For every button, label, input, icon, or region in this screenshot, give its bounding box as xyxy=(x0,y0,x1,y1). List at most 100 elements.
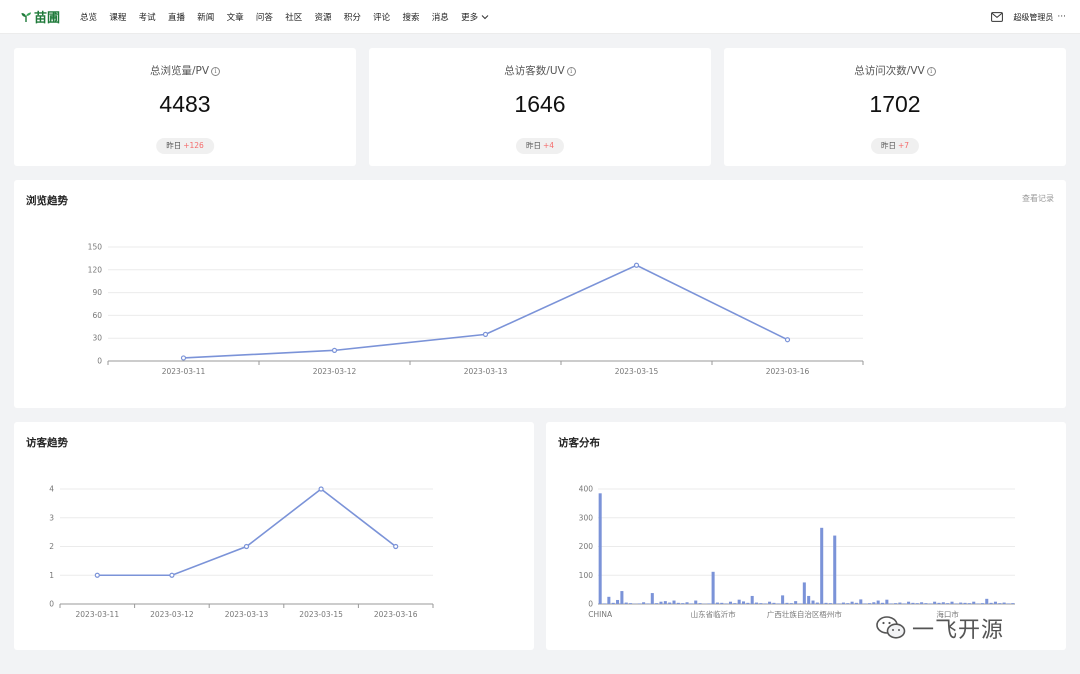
y-tick-label: 200 xyxy=(579,542,594,551)
bar xyxy=(689,603,693,604)
bar xyxy=(985,598,989,604)
bar xyxy=(607,596,611,604)
bar xyxy=(924,603,928,604)
bar xyxy=(954,603,958,604)
x-tick-label: 2023-03-15 xyxy=(299,610,343,619)
bar xyxy=(698,603,702,604)
yesterday-badge: 昨日 +126 xyxy=(156,138,214,154)
bar xyxy=(867,603,872,604)
visitor-distribution-chart: 0 100 200 300 400 CHINA 山东省临沂市 广西壮族自治区梧州市 海口市 xyxy=(579,485,1015,619)
top-navigation-bar: 苗圃 总览 课程 考试 直播 新闻 文章 问答 社区 资源 积分 评论 搜索 消息 更多 超级管理员 ··… xyxy=(0,0,1080,34)
bar xyxy=(933,601,937,604)
yesterday-badge: 昨日 +7 xyxy=(870,138,920,154)
y-tick-label: 1 xyxy=(49,571,54,580)
bar xyxy=(959,602,963,604)
nav-item[interactable]: 评论 xyxy=(373,12,391,23)
yesterday-label: 昨日 xyxy=(166,141,182,150)
bar xyxy=(946,603,950,604)
nav-item[interactable]: 文章 xyxy=(226,12,244,23)
nav-item[interactable]: 新闻 xyxy=(197,12,215,23)
y-tick-label: 2 xyxy=(49,542,54,551)
bar xyxy=(976,603,980,604)
data-point xyxy=(784,337,791,343)
bar xyxy=(637,603,641,604)
visitor-trend-chart: 0 1 2 3 4 2023-03-11 2023-03-12 2023-03-13 2023-… xyxy=(49,485,434,619)
bar xyxy=(668,602,672,604)
bar xyxy=(807,595,811,604)
bar xyxy=(798,603,802,604)
bar xyxy=(629,603,633,604)
more-options-icon[interactable]: ··· xyxy=(1057,12,1066,22)
y-tick-label: 400 xyxy=(579,485,594,494)
bar xyxy=(941,602,945,604)
data-point xyxy=(94,572,100,578)
y-tick-label: 120 xyxy=(88,265,103,274)
stat-value: 4483 xyxy=(159,91,211,117)
bar xyxy=(746,602,750,604)
x-tick-label: 广西壮族自治区梧州市 xyxy=(767,609,842,619)
bar xyxy=(928,603,932,604)
main-nav: 总览 课程 考试 直播 新闻 文章 问答 社区 资源 积分 评论 搜索 消息 更多 xyxy=(80,11,501,23)
x-tick-label: 2023-03-12 xyxy=(313,367,357,376)
mail-icon[interactable] xyxy=(991,12,1004,22)
x-tick-label: 2023-03-11 xyxy=(76,610,120,619)
nav-item[interactable]: 资源 xyxy=(314,12,332,23)
bar xyxy=(837,603,841,604)
bar xyxy=(624,602,628,604)
bar xyxy=(963,602,967,604)
watermark: 一飞开源 xyxy=(876,612,1004,644)
nav-item[interactable]: 问答 xyxy=(255,12,273,23)
y-tick-label: 0 xyxy=(97,357,102,366)
series-line xyxy=(183,264,788,359)
bar xyxy=(781,595,785,604)
y-tick-label: 100 xyxy=(579,571,594,580)
bar xyxy=(655,603,659,604)
bar xyxy=(967,603,971,604)
view-records-link[interactable]: 查看记录 xyxy=(1022,194,1054,203)
bar xyxy=(733,603,737,604)
bar xyxy=(616,599,620,604)
nav-item[interactable]: 直播 xyxy=(167,12,185,23)
bar xyxy=(598,493,602,604)
bar xyxy=(859,599,863,604)
bar xyxy=(841,602,845,604)
browse-trend-card: 浏览趋势 查看记录 0 30 60 90 120 150 2023-03-11 2023-03… xyxy=(14,180,1066,408)
data-point xyxy=(318,486,324,492)
logo[interactable]: 苗圃 xyxy=(20,7,76,26)
info-icon[interactable]: i xyxy=(211,67,221,76)
nav-item[interactable]: 消息 xyxy=(431,12,449,23)
bar xyxy=(811,600,815,604)
nav-item[interactable]: 社区 xyxy=(285,12,303,23)
nav-item[interactable]: 积分 xyxy=(343,12,361,23)
section-title: 浏览趋势 xyxy=(26,195,68,207)
bar xyxy=(911,602,915,604)
bar xyxy=(902,603,906,604)
bar xyxy=(794,601,798,604)
nav-more-label: 更多 xyxy=(461,12,479,23)
bar xyxy=(720,602,724,604)
bar xyxy=(880,602,885,604)
stat-value: 1646 xyxy=(514,91,566,117)
bar xyxy=(789,603,793,604)
nav-item[interactable]: 考试 xyxy=(138,12,156,23)
stat-title: 总访问次数/VV xyxy=(854,65,925,77)
data-point xyxy=(331,347,338,353)
data-point xyxy=(243,543,250,550)
nav-item[interactable]: 搜索 xyxy=(402,12,420,23)
info-icon[interactable]: i xyxy=(566,67,576,76)
bar xyxy=(785,602,789,604)
yesterday-label: 昨日 xyxy=(880,141,896,150)
nav-item[interactable]: 总览 xyxy=(80,12,98,23)
bar xyxy=(915,603,919,604)
nav-more[interactable]: 更多 xyxy=(461,11,489,23)
bar xyxy=(820,527,824,604)
watermark-text: 一飞开源 xyxy=(912,618,1005,643)
info-icon[interactable]: i xyxy=(926,67,936,76)
user-menu[interactable]: 超级管理员 xyxy=(1013,12,1054,22)
bar xyxy=(611,602,615,604)
data-point xyxy=(393,543,399,550)
nav-item[interactable]: 课程 xyxy=(109,12,127,23)
stat-card-uv: 总访客数/UV i 1646 昨日 +4 xyxy=(369,48,711,166)
x-tick-label: 2023-03-16 xyxy=(374,610,418,619)
x-tick-label: CHINA xyxy=(588,610,613,619)
